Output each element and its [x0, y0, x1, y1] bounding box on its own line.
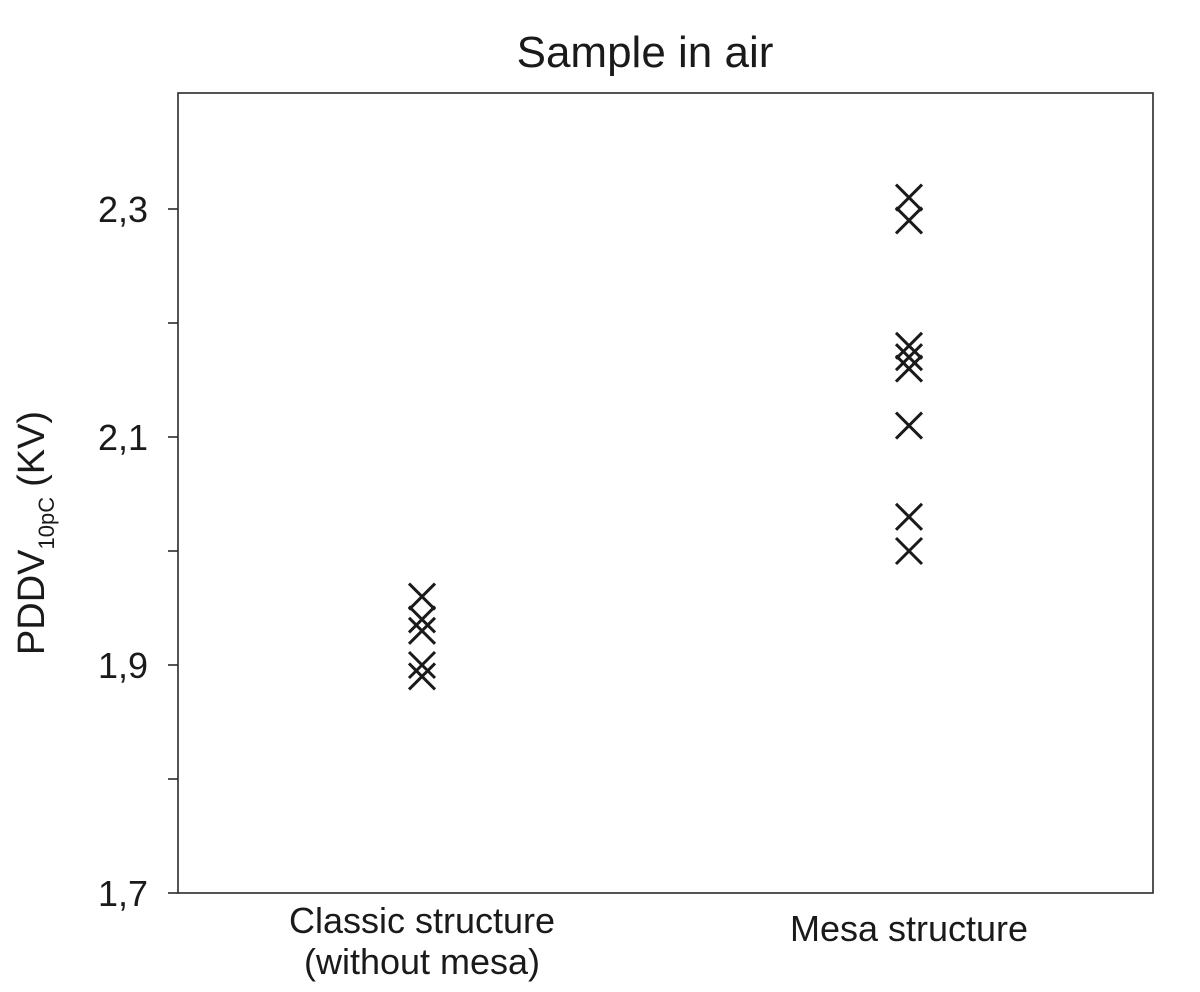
x-category-label: (without mesa) [304, 941, 540, 982]
marker-stroke [894, 343, 924, 372]
plot-frame [177, 92, 1154, 894]
marker-stroke [407, 616, 437, 645]
y-axis-label: PDDV10pC (KV) [11, 411, 59, 655]
marker-stroke [894, 206, 924, 235]
data-points [407, 183, 924, 691]
data-point-x-marker [407, 662, 437, 691]
marker-stroke [407, 605, 437, 634]
data-point-x-marker [894, 183, 924, 212]
data-point-x-marker [894, 411, 924, 440]
y-tick-label: 1,9 [98, 645, 148, 686]
data-point-x-marker [894, 343, 924, 372]
x-axis: Classic structure(without mesa) Mesa stru… [289, 900, 1028, 982]
y-tick-label: 2,1 [98, 417, 148, 458]
data-point-x-marker [407, 650, 437, 680]
data-point-x-marker [407, 582, 437, 611]
data-point-x-marker [407, 616, 437, 645]
data-point-x-marker [407, 605, 437, 634]
x-category-label: Mesa structure [790, 908, 1028, 949]
data-point-x-marker [894, 536, 924, 566]
chart-title: Sample in air [517, 28, 774, 77]
y-axis: 1,7 1,9 2,1 2,3 [98, 189, 178, 914]
y-tick-label: 1,7 [98, 873, 148, 914]
data-point-x-marker [894, 354, 924, 383]
y-axis-label-main: PDDV [11, 549, 53, 655]
y-axis-label-unit: (KV) [11, 411, 53, 487]
marker-stroke [894, 354, 924, 383]
marker-stroke [894, 502, 924, 531]
marker-stroke [407, 662, 437, 691]
data-point-x-marker [894, 331, 924, 360]
marker-stroke [894, 183, 924, 212]
y-axis-label-subscript: 10pC [34, 497, 59, 550]
marker-stroke [407, 582, 437, 611]
marker-stroke [894, 331, 924, 360]
data-point-x-marker [894, 502, 924, 531]
x-category-label: Classic structure [289, 900, 555, 941]
marker-stroke [894, 411, 924, 440]
data-point-x-marker [894, 206, 924, 235]
marker-stroke [894, 536, 924, 566]
marker-stroke [407, 650, 437, 680]
y-tick-label: 2,3 [98, 189, 148, 230]
